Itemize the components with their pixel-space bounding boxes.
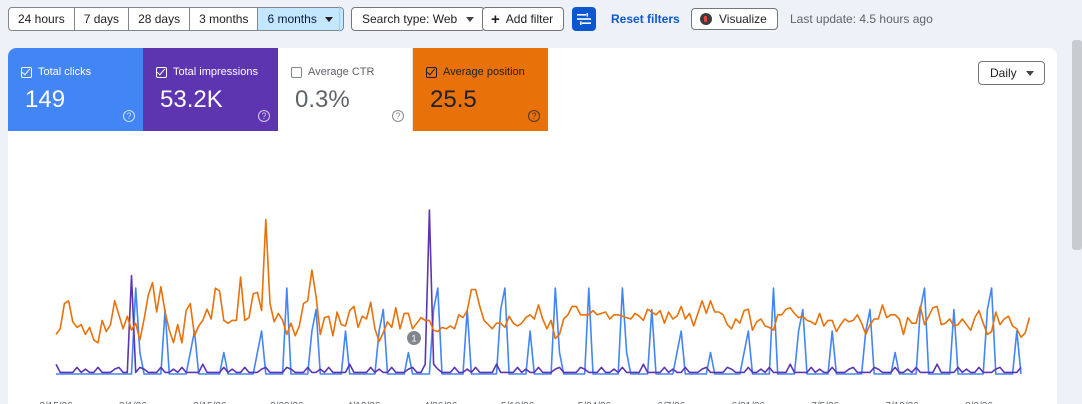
metric-value: 53.2K <box>160 86 223 113</box>
metric-header: Average CTR <box>291 66 374 78</box>
range-7-days[interactable]: 7 days <box>75 8 130 30</box>
toolbar: 24 hours 7 days 28 days 3 months 6 month… <box>0 0 1082 40</box>
range-6-months[interactable]: 6 months <box>258 8 343 30</box>
date-range-selector: 24 hours 7 days 28 days 3 months 6 month… <box>8 7 344 31</box>
metric-value: 0.3% <box>295 86 350 113</box>
help-icon[interactable]: ? <box>392 110 404 122</box>
x-tick-label: 4/12/26 <box>347 401 381 404</box>
x-tick-label: 5/24/26 <box>578 401 612 404</box>
series-total-impressions <box>55 209 1022 374</box>
chevron-down-icon <box>1026 71 1034 76</box>
performance-chart: 2/15/26 3/1/26 3/15/26 3/29/26 4/12/26 4/26/2… <box>39 209 1031 404</box>
help-icon[interactable]: ? <box>528 110 540 122</box>
x-tick-label: 5/10/26 <box>501 401 535 404</box>
performance-card: Total clicks 149 ? Total impressions 53.… <box>8 48 1057 404</box>
metric-header: Average position <box>426 66 525 78</box>
x-tick-label: 6/21/26 <box>732 401 766 404</box>
annotation-marker-label: 1 <box>411 334 416 344</box>
range-3-months[interactable]: 3 months <box>190 8 259 30</box>
x-tick-label: 3/29/26 <box>270 401 304 404</box>
x-tick-label: 7/5/26 <box>811 401 839 404</box>
series-average-position <box>55 218 1031 344</box>
plus-icon: + <box>491 11 500 28</box>
metric-label: Total clicks <box>38 66 92 78</box>
add-filter-label: Add filter <box>505 12 554 26</box>
x-tick-label: 6/7/26 <box>657 401 685 404</box>
metric-value: 25.5 <box>430 86 477 113</box>
chevron-down-icon <box>324 17 333 23</box>
add-filter-button[interactable]: + Add filter <box>482 7 565 31</box>
metric-average-ctr[interactable]: Average CTR 0.3% ? <box>278 48 413 131</box>
visualize-logo-icon <box>700 13 712 25</box>
last-update-text: Last update: 4.5 hours ago <box>790 12 933 26</box>
toolbar-divider <box>339 6 340 32</box>
metric-header: Total clicks <box>21 66 91 78</box>
x-tick-label: 3/15/26 <box>193 401 227 404</box>
granularity-label: Daily <box>990 66 1017 80</box>
reset-filters-link[interactable]: Reset filters <box>611 12 680 26</box>
x-tick-label: 8/2/26 <box>965 401 993 404</box>
metric-value: 149 <box>25 86 66 113</box>
x-tick-label: 7/19/26 <box>885 401 919 404</box>
checkbox-checked-icon[interactable] <box>21 66 32 78</box>
range-24-hours[interactable]: 24 hours <box>9 8 75 30</box>
metric-label: Total impressions <box>173 66 258 78</box>
series-total-clicks <box>56 287 1022 375</box>
filter-settings-button[interactable] <box>572 7 596 31</box>
checkbox-checked-icon[interactable] <box>156 66 167 78</box>
visualize-button[interactable]: Visualize <box>691 8 778 30</box>
search-type-dropdown[interactable]: Search type: Web <box>351 7 486 31</box>
x-tick-label: 3/1/26 <box>119 401 147 404</box>
metric-total-impressions[interactable]: Total impressions 53.2K ? <box>143 48 278 131</box>
visualize-label: Visualize <box>719 12 767 26</box>
filter-sliders-icon <box>577 13 591 25</box>
help-icon[interactable]: ? <box>258 110 270 122</box>
annotation-marker[interactable]: 1 <box>407 331 421 345</box>
annotation-marker-circle <box>407 331 421 345</box>
metric-header: Total impressions <box>156 66 258 78</box>
metric-label: Average CTR <box>308 66 375 78</box>
granularity-dropdown[interactable]: Daily <box>978 61 1045 85</box>
checkbox-unchecked-icon[interactable] <box>291 66 302 78</box>
metric-average-position[interactable]: Average position 25.5 ? <box>413 48 548 131</box>
checkbox-checked-icon[interactable] <box>426 66 437 78</box>
help-icon[interactable]: ? <box>123 110 135 122</box>
x-tick-label: 2/15/26 <box>39 401 73 404</box>
chevron-down-icon <box>466 17 475 23</box>
x-tick-label: 4/26/26 <box>424 401 458 404</box>
range-28-days[interactable]: 28 days <box>129 8 191 30</box>
metric-label: Average position <box>443 66 525 78</box>
range-6-months-label: 6 months <box>267 12 317 26</box>
page-scrollbar[interactable] <box>1072 40 1082 250</box>
metric-total-clicks[interactable]: Total clicks 149 ? <box>8 48 143 131</box>
search-type-label: Search type: Web <box>362 12 458 26</box>
